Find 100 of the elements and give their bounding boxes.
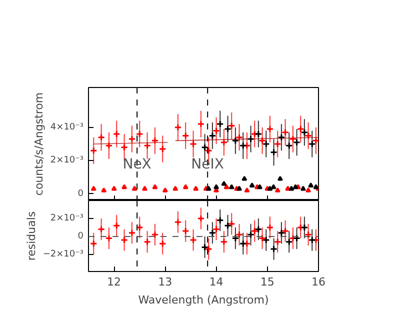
point: [197, 120, 205, 128]
point: [306, 187, 312, 192]
point: [270, 148, 278, 156]
point: [136, 224, 144, 232]
y-tick-label: 2×10⁻³: [50, 213, 84, 224]
x-tick-label: 13: [158, 276, 172, 288]
point: [258, 136, 266, 144]
point: [224, 184, 230, 190]
point: [221, 180, 227, 186]
point: [270, 184, 276, 190]
point: [90, 240, 98, 248]
point: [250, 227, 258, 235]
point: [98, 134, 106, 142]
point: [304, 230, 312, 238]
point: [228, 220, 236, 228]
point: [172, 186, 178, 191]
point: [262, 140, 270, 148]
point: [300, 224, 308, 232]
point: [204, 146, 212, 154]
point: [214, 184, 220, 190]
point: [142, 186, 148, 191]
point: [247, 230, 255, 238]
point: [293, 234, 301, 242]
x-axis-title: Wavelength (Angstrom): [138, 294, 269, 306]
point: [216, 120, 224, 128]
point: [243, 240, 251, 248]
point: [216, 216, 224, 224]
point: [190, 140, 198, 148]
point: [158, 145, 166, 153]
point: [258, 234, 266, 242]
point: [182, 227, 190, 235]
y-axis-title: residuals: [24, 211, 38, 261]
point: [277, 176, 283, 181]
point: [236, 134, 244, 142]
point: [98, 226, 106, 234]
point: [249, 182, 255, 188]
point: [105, 142, 113, 150]
point: [105, 234, 113, 242]
point: [308, 236, 316, 244]
point: [208, 229, 216, 237]
point: [239, 142, 247, 150]
point: [236, 230, 244, 238]
point: [239, 240, 247, 248]
point: [162, 187, 168, 192]
point: [282, 227, 290, 235]
point: [300, 128, 308, 136]
point: [282, 128, 290, 136]
x-tick-label: 16: [312, 276, 326, 288]
point: [112, 130, 120, 138]
point: [274, 140, 282, 148]
point: [254, 130, 262, 138]
point: [242, 176, 248, 181]
point: [308, 140, 316, 148]
point: [292, 184, 298, 190]
point: [204, 245, 212, 253]
point: [190, 236, 198, 244]
point: [101, 187, 107, 192]
point: [144, 238, 152, 246]
x-tick-label: 12: [107, 276, 122, 288]
point: [232, 234, 240, 242]
point: [304, 132, 312, 140]
point: [278, 134, 286, 142]
point: [224, 222, 232, 230]
point: [128, 229, 136, 237]
point: [274, 187, 280, 192]
point: [289, 135, 297, 143]
y-tick-label: 0: [78, 231, 84, 242]
point: [270, 245, 278, 253]
point: [254, 226, 262, 234]
point: [212, 226, 220, 234]
y-tick-label: 0: [78, 188, 84, 199]
point: [208, 132, 216, 140]
point: [111, 186, 117, 191]
point: [266, 125, 274, 133]
point: [112, 222, 120, 230]
point: [136, 130, 144, 138]
point: [212, 126, 220, 134]
point: [262, 236, 270, 244]
y-axis-title: counts/s/Angstrom: [32, 92, 46, 196]
point: [132, 186, 138, 191]
point: [90, 186, 96, 191]
point: [174, 218, 182, 226]
point: [293, 138, 301, 146]
point: [312, 136, 318, 144]
y-tick-label: 2×10⁻³: [50, 156, 84, 166]
point: [151, 136, 159, 144]
point: [201, 144, 209, 152]
point: [193, 186, 199, 191]
annotation: NeX: [122, 156, 152, 172]
x-tick-label: 14: [209, 276, 224, 288]
y-tick-label: −2×10⁻³: [42, 249, 84, 260]
point: [120, 236, 128, 244]
point: [266, 224, 274, 232]
point: [122, 184, 128, 190]
point: [152, 184, 158, 190]
point: [285, 142, 293, 150]
point: [120, 144, 128, 152]
point: [278, 229, 286, 237]
point: [197, 214, 205, 222]
point: [312, 236, 318, 244]
